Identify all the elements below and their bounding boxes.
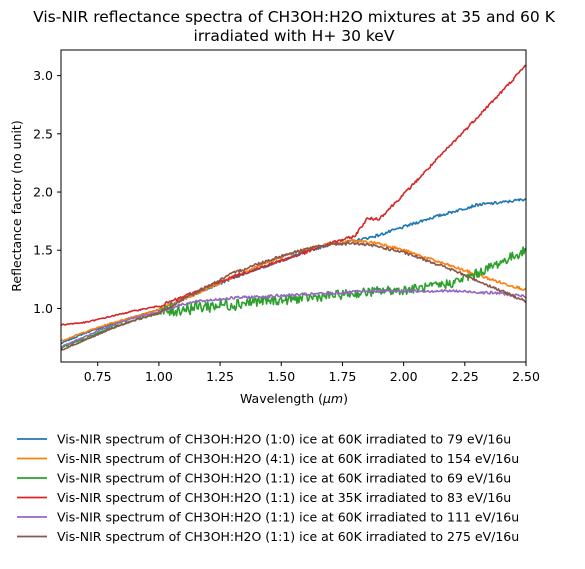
series-line-3	[61, 246, 526, 350]
x-axis-label-text: Wavelength (	[240, 391, 323, 406]
legend-label-6: Vis-NIR spectrum of CH3OH:H2O (1:1) ice …	[57, 529, 519, 544]
x-axis-label-unit: μm	[322, 391, 343, 406]
x-axis-ticks: 0.75 1.00 1.25 1.50 1.75 2.00 2.25 2.50	[84, 362, 540, 384]
legend-label-3: Vis-NIR spectrum of CH3OH:H2O (1:1) ice …	[57, 471, 511, 486]
legend-label-1: Vis-NIR spectrum of CH3OH:H2O (1:0) ice …	[57, 432, 511, 447]
x-tick-label: 1.00	[145, 369, 173, 384]
y-tick-label: 3.0	[33, 68, 53, 83]
series-line-4	[61, 64, 526, 326]
chart-title-line2: irradiated with H+ 30 keV	[194, 27, 395, 45]
x-axis-label-close: )	[343, 391, 348, 406]
y-tick-label: 2.0	[33, 185, 53, 200]
x-axis-label: Wavelength (μm)	[240, 391, 348, 406]
legend-label-4: Vis-NIR spectrum of CH3OH:H2O (1:1) ice …	[57, 490, 511, 505]
x-tick-label: 2.25	[451, 369, 479, 384]
x-tick-label: 1.75	[329, 369, 357, 384]
chart-title-line1: Vis-NIR reflectance spectra of CH3OH:H2O…	[33, 8, 556, 26]
series-line-6	[61, 241, 526, 351]
x-tick-label: 1.50	[267, 369, 295, 384]
y-tick-label: 2.5	[33, 126, 53, 141]
y-tick-label: 1.0	[33, 301, 53, 316]
plot-frame	[60, 49, 527, 363]
x-tick-label: 2.00	[390, 369, 418, 384]
y-axis-ticks: 1.0 1.5 2.0 2.5 3.0	[33, 68, 61, 316]
x-tick-label: 1.25	[206, 369, 234, 384]
y-tick-label: 1.5	[33, 243, 53, 258]
plot-series	[61, 64, 526, 351]
legend-label-5: Vis-NIR spectrum of CH3OH:H2O (1:1) ice …	[57, 510, 519, 525]
legend: Vis-NIR spectrum of CH3OH:H2O (1:0) ice …	[17, 432, 519, 544]
y-axis-label: Reflectance factor (no unit)	[9, 120, 24, 291]
legend-label-2: Vis-NIR spectrum of CH3OH:H2O (4:1) ice …	[57, 451, 519, 466]
x-tick-label: 0.75	[84, 369, 112, 384]
series-line-5	[61, 288, 526, 348]
x-tick-label: 2.50	[512, 369, 540, 384]
